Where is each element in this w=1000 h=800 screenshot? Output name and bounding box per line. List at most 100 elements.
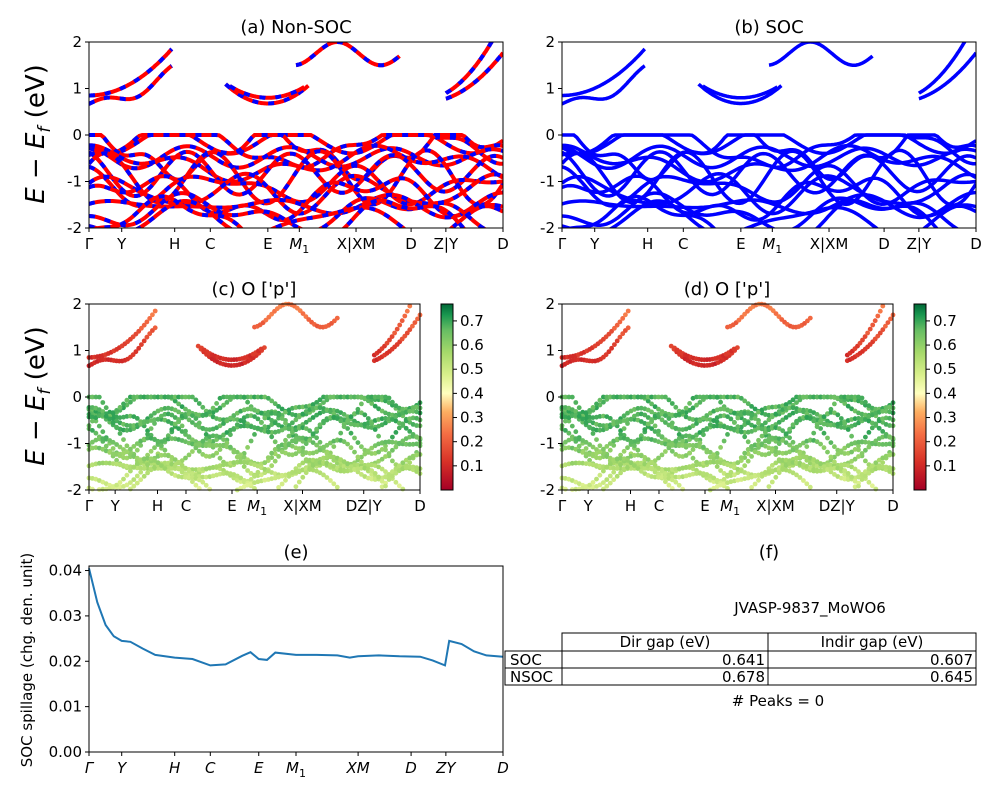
scatter-point	[355, 394, 361, 400]
scatter-point	[625, 410, 630, 416]
scatter-point	[866, 444, 872, 450]
scatter-point	[193, 416, 199, 421]
scatter-point	[666, 397, 672, 403]
scatter-point	[290, 420, 295, 426]
scatter-point	[842, 421, 848, 426]
scatter-point	[573, 409, 579, 414]
scatter-point	[869, 483, 875, 489]
scatter-point	[690, 434, 696, 440]
band-line-spin-up	[89, 64, 173, 106]
scatter-point	[152, 445, 157, 451]
scatter-point	[742, 455, 748, 460]
scatter-point	[587, 457, 592, 463]
scatter-point	[394, 326, 400, 332]
scatter-point	[735, 460, 741, 465]
scatter-point	[869, 463, 875, 469]
scatter-point	[134, 473, 140, 479]
scatter-point	[162, 394, 168, 400]
scatter-point	[400, 486, 406, 492]
scatter-point	[635, 406, 641, 411]
scatter-point	[193, 482, 199, 488]
scatter-point	[732, 394, 737, 400]
scatter-point	[228, 394, 233, 400]
scatter-point	[612, 342, 617, 347]
scatter-point	[794, 394, 799, 400]
scatter-point	[601, 468, 606, 474]
scatter-point	[407, 429, 413, 434]
scatter-point	[680, 443, 686, 448]
scatter-point	[818, 414, 823, 419]
y-tick-label: -1	[540, 435, 555, 453]
band-line	[562, 143, 976, 184]
scatter-point	[386, 395, 392, 401]
scatter-point	[196, 412, 202, 418]
scatter-point	[814, 394, 820, 400]
scatter-point	[838, 416, 844, 421]
scatter-point	[742, 450, 748, 456]
scatter-point	[359, 465, 364, 471]
scatter-point	[231, 460, 237, 465]
colorbar-tick-label: 0.5	[933, 360, 957, 378]
scatter-point	[147, 316, 153, 321]
y-tick-label: 2	[545, 295, 555, 313]
scatter-point	[718, 445, 723, 450]
scatter-point	[594, 401, 599, 407]
scatter-point	[255, 416, 261, 422]
scatter-point	[402, 313, 408, 319]
scatter-point	[138, 469, 144, 475]
scatter-point	[172, 398, 178, 404]
scatter-point	[307, 428, 313, 434]
scatter-point	[279, 406, 285, 412]
scatter-point	[269, 410, 275, 416]
scatter-point	[563, 428, 568, 433]
scatter-point	[885, 320, 891, 325]
scatter-point	[147, 331, 153, 337]
scatter-point	[196, 467, 202, 472]
scatter-point	[783, 402, 789, 407]
scatter-point	[169, 466, 175, 471]
scatter-point	[341, 412, 347, 417]
scatter-point	[415, 316, 420, 322]
scatter-point	[393, 430, 399, 435]
scatter-point	[276, 404, 281, 409]
scatter-point	[752, 481, 758, 487]
scatter-point	[635, 394, 641, 400]
scatter-point	[127, 423, 133, 429]
scatter-point	[656, 465, 661, 471]
scatter-point	[635, 466, 641, 471]
scatter-point	[200, 438, 206, 444]
scatter-point	[790, 460, 796, 465]
scatter-point	[838, 448, 844, 454]
panel-a-nonsoc-bands: -2 -1 0 1 2 Γ Y H C E M1 X|XM D Z|Y D	[67, 33, 509, 256]
scatter-point	[328, 415, 333, 420]
scatter-point	[563, 418, 568, 424]
scatter-point	[369, 401, 375, 406]
scatter-point	[100, 429, 106, 435]
scatter-point	[676, 453, 682, 459]
scatter-point	[231, 394, 237, 400]
scatter-point	[714, 455, 720, 460]
scatter-point	[258, 346, 264, 352]
scatter-point	[601, 446, 606, 452]
band-line	[918, 51, 976, 101]
scatter-point	[131, 444, 137, 449]
scatter-point	[150, 312, 155, 318]
scatter-point	[801, 415, 806, 420]
scatter-point	[880, 303, 886, 309]
scatter-point	[859, 477, 865, 482]
scatter-point	[303, 441, 309, 447]
scatter-point	[96, 407, 102, 412]
scatter-point	[838, 394, 844, 400]
scatter-point	[687, 450, 692, 456]
scatter-point	[317, 447, 323, 453]
scatter-point	[612, 325, 617, 331]
scatter-point	[410, 433, 416, 439]
scatter-point	[576, 443, 582, 449]
scatter-point	[96, 394, 102, 400]
scatter-point	[673, 404, 679, 410]
scatter-point	[769, 404, 775, 410]
scatter-point	[217, 455, 223, 461]
scatter-point	[856, 447, 861, 453]
scatter-point	[121, 437, 126, 442]
scatter-point	[576, 460, 582, 466]
